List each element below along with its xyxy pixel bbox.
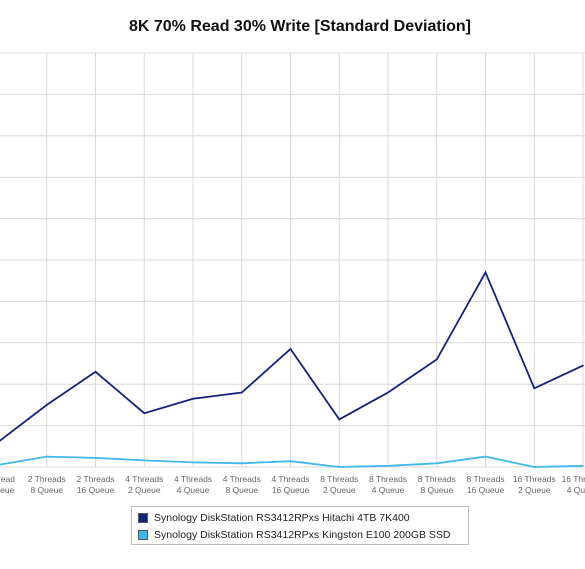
x-tick-label-line: 2 Threads [28,474,66,484]
series-1-point [143,459,146,462]
x-tick-label-line: 8 Threads [418,474,456,484]
series-0-point [289,348,292,350]
series-line-1 [0,455,584,468]
series-0-point [94,370,97,373]
x-tick-label-line: 8 Queue [225,485,258,495]
x-tick-label: 8 Threads 2 Queue [320,474,358,495]
series-1-point [192,461,194,464]
x-tick-label-line: 4 Queue [567,485,585,495]
x-tick-label-line: 4 Threads [271,474,309,484]
x-tick-label: 4 Threads 2 Queue [125,474,163,495]
series-1-point [94,457,97,459]
x-tick-label-line: 2 Threads [76,474,114,484]
series-1-point [435,462,438,465]
legend-swatch-kingston [138,530,148,540]
x-tick-label-line: 2 Queue [518,485,551,495]
chart-title: 8K 70% Read 30% Write [Standard Deviatio… [128,18,472,35]
series-0-point [533,387,536,390]
series-1-point [533,466,536,468]
x-tick-label-line: 16 Queue [272,485,310,495]
series-1-point [484,455,487,458]
x-tick-label-line: 4 Threads [174,474,212,484]
x-tick-label-line: 4 Threads [125,474,163,484]
x-tick-label: 8 Threads 4 Queue [369,474,407,495]
series-0-point [192,397,194,400]
series-0-point [387,391,389,394]
x-tick-label-line: 2 Queue [128,485,161,495]
series-1-point [387,464,389,467]
legend-label-hitachi: Synology DiskStation RS3412RPxs Hitachi … [154,512,410,524]
grid-lines [0,52,585,468]
x-tick-label-line: 2 Queue [323,485,356,495]
x-tick-label: 8 Threads 8 Queue [418,474,456,495]
x-tick-label: 4 Threads 16 Queue [271,474,309,495]
series-0-point [143,412,146,414]
x-tick-label-line: 4 Threads [223,474,261,484]
x-tick-label-line: 16 Threads [513,474,556,484]
series-lines [0,270,584,468]
x-tick-label: 2 Threads 16 Queue [76,474,114,495]
x-tick-label-line: 8 Threads [369,474,407,484]
series-1-point [289,460,292,463]
x-tick-label: 4 Threads 4 Queue [174,474,212,495]
series-0-point [484,271,487,274]
series-0-point [582,364,584,367]
x-tick-label-line: 8 Threads [320,474,358,484]
x-tick-label: 16 Threads 2 Queue [513,474,556,495]
x-tick-label-line: 8 Threads [466,474,504,484]
x-tick-label-line: 1 Thread [0,474,15,484]
legend-label-kingston: Synology DiskStation RS3412RPxs Kingston… [154,529,451,541]
x-tick-label-line: 16 Queue [77,485,115,495]
x-tick-label-line: 8 Queue [30,485,63,495]
x-tick-label-line: 16 Queue [467,485,505,495]
x-tick-label: 4 Threads 8 Queue [223,474,261,495]
series-1-point [582,464,584,467]
legend-item-kingston: Synology DiskStation RS3412RPxs Kingston… [138,527,451,543]
series-0-point [240,391,243,394]
series-0-point [338,418,341,421]
x-tick-label-line: 4 Queue [177,485,210,495]
legend-item-hitachi: Synology DiskStation RS3412RPxs Hitachi … [138,510,410,526]
series-1-point [240,462,243,465]
x-tick-label-line: 8 Queue [420,485,453,495]
x-tick-label-line: 1 Queue [0,485,15,495]
x-tick-label: 1 Thread1 Queue [0,474,15,495]
x-tick-label: 8 Threads 16 Queue [466,474,504,495]
x-tick-label: 2 Threads 8 Queue [28,474,66,495]
x-tick-label-line: 4 Queue [372,485,405,495]
x-tick-label-line: 16 Threads [562,474,585,484]
series-line-0 [0,270,584,442]
series-0-point [435,358,438,361]
legend-swatch-hitachi [138,513,148,523]
series-0-point [45,404,48,406]
series-1-point [45,455,48,458]
series-1-point [338,466,341,468]
legend: Synology DiskStation RS3412RPxs Hitachi … [131,506,469,545]
